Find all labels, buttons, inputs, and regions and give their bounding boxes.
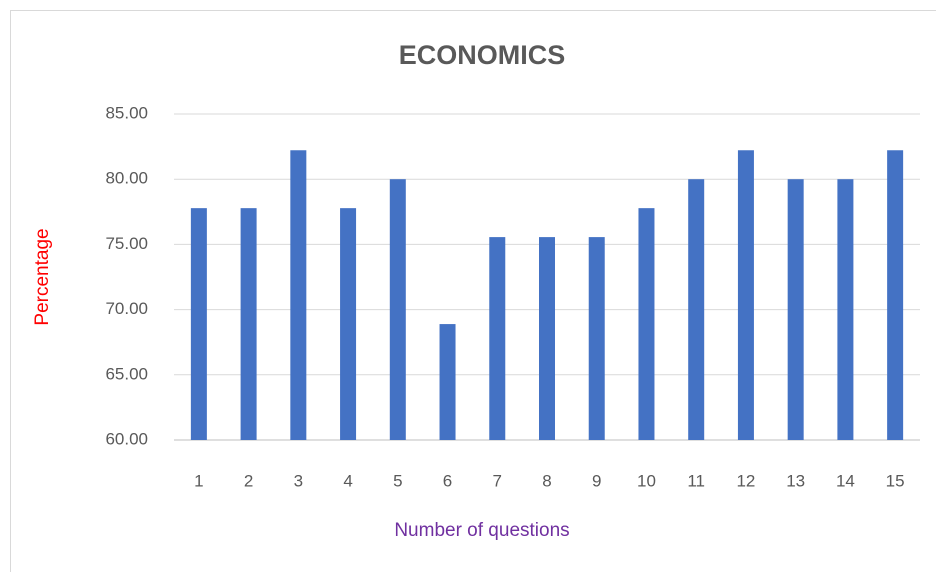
x-tick-label: 3 [294, 471, 303, 490]
x-axis-label: Number of questions [394, 520, 569, 541]
bar [688, 179, 705, 440]
bar [837, 179, 854, 440]
x-tick-label: 14 [836, 471, 855, 490]
x-tick-label: 2 [244, 471, 253, 490]
y-axis-label: Percentage [32, 228, 53, 325]
x-tick-label: 6 [443, 471, 452, 490]
chart-title: ECONOMICS [399, 40, 566, 70]
bar [290, 150, 307, 440]
x-tick-label: 11 [687, 471, 705, 490]
bar [439, 324, 456, 440]
bar [340, 208, 357, 440]
x-tick-label: 5 [393, 471, 402, 490]
x-tick-label: 15 [886, 471, 905, 490]
x-tick-label: 13 [786, 471, 805, 490]
bar [737, 150, 754, 440]
y-tick-label: 70.00 [105, 299, 148, 318]
bar [539, 237, 555, 440]
y-tick-label: 65.00 [105, 364, 148, 383]
y-tick-label: 85.00 [105, 103, 148, 122]
bar [389, 179, 406, 440]
bar [887, 150, 904, 440]
chart-border [10, 10, 936, 572]
bar [190, 208, 207, 440]
x-tick-label: 12 [736, 471, 755, 490]
bar [787, 179, 804, 440]
x-tick-label: 10 [637, 471, 656, 490]
y-tick-label: 60.00 [105, 429, 148, 448]
x-tick-label: 9 [592, 471, 601, 490]
x-tick-label: 8 [542, 471, 551, 490]
y-tick-label: 75.00 [105, 234, 148, 253]
bar [588, 237, 605, 440]
x-tick-label: 4 [343, 471, 352, 490]
bar [638, 208, 655, 440]
bar [240, 208, 257, 440]
x-tick-label: 7 [493, 471, 502, 490]
x-tick-label: 1 [194, 471, 203, 490]
bar [489, 237, 506, 440]
y-tick-label: 80.00 [105, 169, 148, 188]
